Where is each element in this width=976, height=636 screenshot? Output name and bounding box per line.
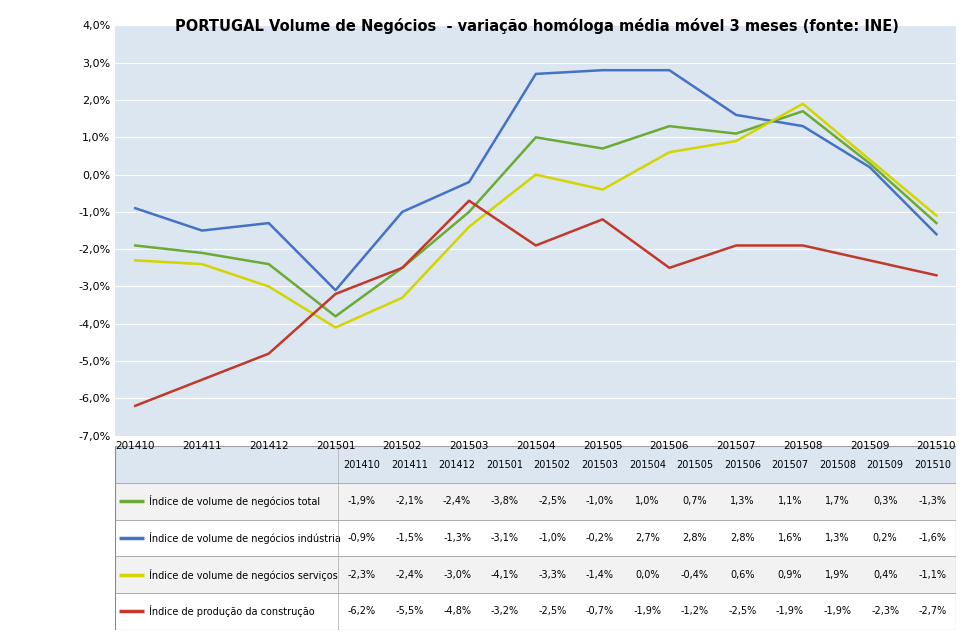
Text: -1,0%: -1,0% bbox=[538, 533, 566, 543]
Text: Índice de volume de negócios serviços: Índice de volume de negócios serviços bbox=[149, 569, 338, 581]
Text: 2,8%: 2,8% bbox=[730, 533, 754, 543]
Text: 1,3%: 1,3% bbox=[826, 533, 850, 543]
Text: 201505: 201505 bbox=[676, 460, 713, 470]
Text: 0,7%: 0,7% bbox=[682, 497, 708, 506]
Text: 201412: 201412 bbox=[438, 460, 475, 470]
Text: -1,9%: -1,9% bbox=[824, 606, 852, 616]
Text: -2,5%: -2,5% bbox=[538, 606, 566, 616]
Text: -6,2%: -6,2% bbox=[347, 606, 376, 616]
Text: 201503: 201503 bbox=[582, 460, 618, 470]
Text: -1,3%: -1,3% bbox=[918, 497, 947, 506]
Text: 201410: 201410 bbox=[344, 460, 381, 470]
Text: -3,0%: -3,0% bbox=[443, 570, 471, 579]
Bar bbox=[115, 520, 956, 556]
Text: 201507: 201507 bbox=[771, 460, 808, 470]
Text: -2,4%: -2,4% bbox=[395, 570, 424, 579]
Bar bbox=[115, 593, 956, 630]
Text: -4,1%: -4,1% bbox=[491, 570, 518, 579]
Text: 201501: 201501 bbox=[486, 460, 523, 470]
Text: 1,1%: 1,1% bbox=[778, 497, 802, 506]
Text: -0,2%: -0,2% bbox=[586, 533, 614, 543]
Text: 201510: 201510 bbox=[915, 460, 952, 470]
Text: -1,5%: -1,5% bbox=[395, 533, 424, 543]
Text: -2,5%: -2,5% bbox=[728, 606, 756, 616]
Text: -1,4%: -1,4% bbox=[586, 570, 614, 579]
Text: Índice de volume de negócios total: Índice de volume de negócios total bbox=[149, 495, 320, 508]
Text: -2,4%: -2,4% bbox=[443, 497, 471, 506]
Text: -2,7%: -2,7% bbox=[918, 606, 947, 616]
Text: -1,9%: -1,9% bbox=[633, 606, 662, 616]
Text: 0,0%: 0,0% bbox=[635, 570, 660, 579]
Text: 1,6%: 1,6% bbox=[778, 533, 802, 543]
Text: -1,3%: -1,3% bbox=[443, 533, 471, 543]
Text: 201504: 201504 bbox=[629, 460, 666, 470]
Text: 1,0%: 1,0% bbox=[635, 497, 660, 506]
Text: -2,3%: -2,3% bbox=[347, 570, 376, 579]
Text: -1,1%: -1,1% bbox=[918, 570, 947, 579]
Text: 201509: 201509 bbox=[867, 460, 904, 470]
Text: -3,3%: -3,3% bbox=[538, 570, 566, 579]
Text: PORTUGAL Volume de Negócios  - variação homóloga média móvel 3 meses (fonte: INE: PORTUGAL Volume de Negócios - variação h… bbox=[175, 18, 899, 34]
Text: Índice de produção da construção: Índice de produção da construção bbox=[149, 605, 315, 618]
Bar bbox=[115, 556, 956, 593]
Text: 2,7%: 2,7% bbox=[635, 533, 660, 543]
Text: -2,5%: -2,5% bbox=[538, 497, 566, 506]
Text: 0,9%: 0,9% bbox=[778, 570, 802, 579]
Text: 1,3%: 1,3% bbox=[730, 497, 754, 506]
Text: 0,4%: 0,4% bbox=[873, 570, 897, 579]
Text: 201508: 201508 bbox=[819, 460, 856, 470]
Text: -1,9%: -1,9% bbox=[347, 497, 376, 506]
Text: 201502: 201502 bbox=[534, 460, 571, 470]
Text: -2,1%: -2,1% bbox=[395, 497, 424, 506]
Text: -1,0%: -1,0% bbox=[586, 497, 614, 506]
Text: 0,3%: 0,3% bbox=[873, 497, 897, 506]
Text: 1,9%: 1,9% bbox=[826, 570, 850, 579]
Bar bbox=[115, 446, 956, 483]
Text: Índice de volume de negócios indústria: Índice de volume de negócios indústria bbox=[149, 532, 342, 544]
Text: 0,2%: 0,2% bbox=[873, 533, 898, 543]
Text: 0,6%: 0,6% bbox=[730, 570, 754, 579]
Text: -0,9%: -0,9% bbox=[347, 533, 376, 543]
Text: -3,8%: -3,8% bbox=[491, 497, 518, 506]
Text: -5,5%: -5,5% bbox=[395, 606, 424, 616]
Text: -1,2%: -1,2% bbox=[681, 606, 709, 616]
Text: -1,6%: -1,6% bbox=[918, 533, 947, 543]
Text: 201411: 201411 bbox=[391, 460, 427, 470]
Text: 1,7%: 1,7% bbox=[826, 497, 850, 506]
Text: -4,8%: -4,8% bbox=[443, 606, 471, 616]
Text: 201506: 201506 bbox=[724, 460, 761, 470]
Text: -1,9%: -1,9% bbox=[776, 606, 804, 616]
Text: 2,8%: 2,8% bbox=[682, 533, 708, 543]
Text: -3,1%: -3,1% bbox=[491, 533, 518, 543]
Bar bbox=[115, 483, 956, 520]
Text: -0,7%: -0,7% bbox=[586, 606, 614, 616]
Text: -0,4%: -0,4% bbox=[681, 570, 709, 579]
Text: -2,3%: -2,3% bbox=[871, 606, 899, 616]
Text: -3,2%: -3,2% bbox=[491, 606, 518, 616]
